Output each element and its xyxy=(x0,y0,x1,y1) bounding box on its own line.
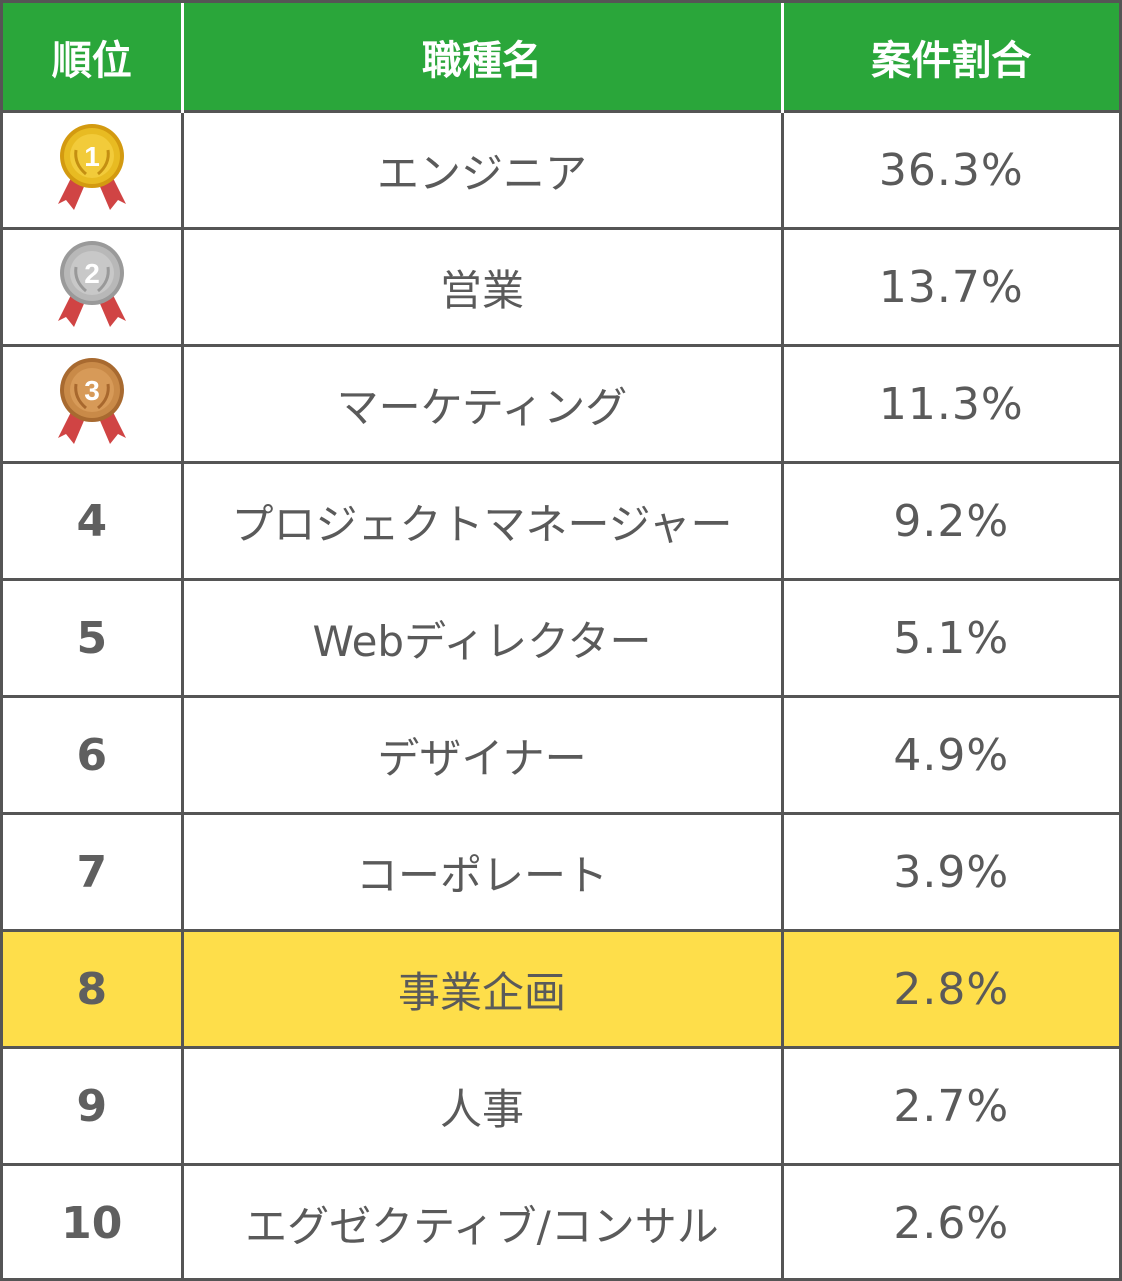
job-name: エグゼクティブ/コンサル xyxy=(245,1201,719,1251)
rank-number: 8 xyxy=(76,963,108,1015)
share-cell: 4.9% xyxy=(780,695,1119,814)
rank-cell: 5 xyxy=(3,578,182,697)
job-name-cell: 営業 xyxy=(180,227,782,346)
table-row: 2 営業 13.7% xyxy=(3,227,1119,346)
rank-cell: 2 xyxy=(3,227,182,346)
rank-cell: 10 xyxy=(3,1163,182,1280)
job-column-header: 職種名 xyxy=(180,3,782,112)
job-name-cell: プロジェクトマネージャー xyxy=(180,461,782,580)
job-name-cell: コーポレート xyxy=(180,812,782,931)
job-name: デザイナー xyxy=(377,733,587,783)
share-value: 5.1% xyxy=(893,612,1010,664)
rank-cell: 8 xyxy=(3,929,182,1048)
share-cell: 9.2% xyxy=(780,461,1119,580)
rank-cell: 7 xyxy=(3,812,182,931)
job-name: Webディレクター xyxy=(312,616,652,666)
job-name: 人事 xyxy=(439,1084,524,1134)
job-name: エンジニア xyxy=(376,148,587,198)
share-value: 3.9% xyxy=(893,846,1010,898)
share-cell: 5.1% xyxy=(780,578,1119,697)
share-cell: 2.7% xyxy=(780,1046,1119,1165)
rank-cell: 9 xyxy=(3,1046,182,1165)
rank-number: 7 xyxy=(76,846,108,898)
job-name: 営業 xyxy=(439,265,524,315)
share-value: 36.3% xyxy=(878,144,1024,196)
table-row: 7 コーポレート 3.9% xyxy=(3,812,1119,931)
share-value: 4.9% xyxy=(893,729,1010,781)
share-cell: 13.7% xyxy=(780,227,1119,346)
share-column-header: 案件割合 xyxy=(780,3,1119,112)
table-row: 10 エグゼクティブ/コンサル 2.6% xyxy=(3,1163,1119,1280)
job-name-cell: エグゼクティブ/コンサル xyxy=(180,1163,782,1280)
highlighted-table-row: 8 事業企画 2.8% xyxy=(3,929,1119,1048)
rank-cell: 4 xyxy=(3,461,182,580)
rank-cell: 6 xyxy=(3,695,182,814)
bronze-medal-icon: 3 xyxy=(3,358,181,450)
job-name-cell: 人事 xyxy=(180,1046,782,1165)
share-value: 11.3% xyxy=(878,378,1024,430)
gold-medal-icon: 1 xyxy=(3,124,181,216)
rank-number: 4 xyxy=(76,495,108,547)
header-row: 順位 職種名 案件割合 xyxy=(3,3,1119,112)
table-row: 6 デザイナー 4.9% xyxy=(3,695,1119,814)
share-value: 2.8% xyxy=(893,963,1010,1015)
medal-rank-number: 1 xyxy=(84,141,100,172)
job-name-cell: 事業企画 xyxy=(180,929,782,1048)
share-cell: 11.3% xyxy=(780,344,1119,463)
job-name: 事業企画 xyxy=(397,967,566,1017)
rank-cell: 1 xyxy=(3,110,182,229)
medal-rank-number: 3 xyxy=(84,375,100,406)
share-value: 9.2% xyxy=(893,495,1010,547)
share-value: 2.7% xyxy=(893,1080,1010,1132)
job-name: プロジェクトマネージャー xyxy=(231,499,733,549)
share-cell: 36.3% xyxy=(780,110,1119,229)
job-name: マーケティング xyxy=(336,382,628,432)
job-name: コーポレート xyxy=(355,850,608,900)
share-cell: 3.9% xyxy=(780,812,1119,931)
share-value: 13.7% xyxy=(878,261,1024,313)
medal-rank-number: 2 xyxy=(84,258,100,289)
silver-medal-icon: 2 xyxy=(3,241,181,333)
job-name-cell: エンジニア xyxy=(180,110,782,229)
table-row: 1 エンジニア 36.3% xyxy=(3,110,1119,229)
rank-number: 9 xyxy=(76,1080,108,1132)
share-cell: 2.6% xyxy=(780,1163,1119,1280)
rank-column-header: 順位 xyxy=(3,3,182,112)
share-value: 2.6% xyxy=(893,1197,1010,1249)
rank-number: 10 xyxy=(61,1197,123,1249)
table-row: 3 マーケティング 11.3% xyxy=(3,344,1119,463)
job-name-cell: マーケティング xyxy=(180,344,782,463)
rank-number: 5 xyxy=(76,612,108,664)
job-name-cell: デザイナー xyxy=(180,695,782,814)
share-cell: 2.8% xyxy=(780,929,1119,1048)
job-name-cell: Webディレクター xyxy=(180,578,782,697)
table-row: 9 人事 2.7% xyxy=(3,1046,1119,1165)
rank-cell: 3 xyxy=(3,344,182,463)
table-row: 4 プロジェクトマネージャー 9.2% xyxy=(3,461,1119,580)
table-row: 5 Webディレクター 5.1% xyxy=(3,578,1119,697)
rank-number: 6 xyxy=(76,729,108,781)
